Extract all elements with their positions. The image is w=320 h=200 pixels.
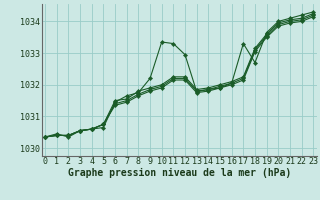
X-axis label: Graphe pression niveau de la mer (hPa): Graphe pression niveau de la mer (hPa) xyxy=(68,168,291,178)
